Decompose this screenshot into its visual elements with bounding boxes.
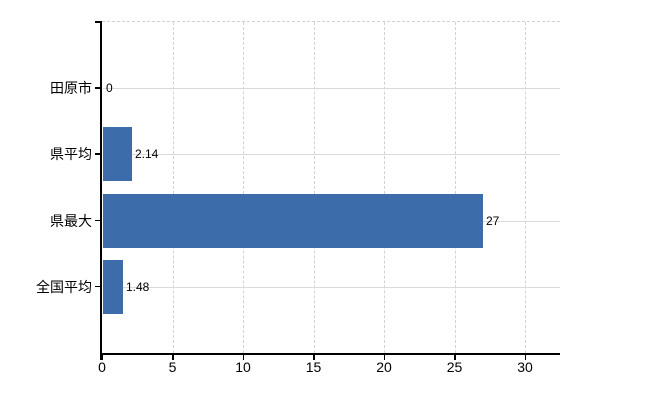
y-gridline bbox=[103, 286, 560, 288]
x-axis-tick bbox=[101, 355, 103, 360]
bar-value-label: 27 bbox=[486, 213, 500, 228]
bar-value-label: 2.14 bbox=[135, 147, 159, 162]
category-label: 全国平均 bbox=[36, 278, 92, 295]
x-axis-tick bbox=[383, 355, 385, 360]
x-gridline bbox=[454, 22, 456, 353]
x-tick-label: 25 bbox=[446, 359, 463, 375]
x-axis-tick bbox=[313, 355, 315, 360]
y-axis-tick bbox=[95, 153, 101, 155]
bar-value-label: 0 bbox=[106, 81, 113, 96]
bar bbox=[103, 127, 132, 182]
x-axis-line bbox=[100, 353, 560, 355]
plot-top-border bbox=[102, 21, 560, 22]
x-gridline bbox=[313, 22, 315, 353]
category-label: 県最大 bbox=[50, 212, 92, 229]
x-tick-label: 15 bbox=[305, 359, 322, 375]
x-tick-label: 5 bbox=[168, 359, 177, 375]
x-tick-label: 0 bbox=[98, 359, 106, 375]
category-label: 田原市 bbox=[50, 80, 92, 97]
x-gridline bbox=[172, 22, 174, 353]
x-gridline bbox=[243, 22, 244, 353]
y-gridline bbox=[103, 154, 560, 156]
bar bbox=[103, 259, 123, 314]
y-axis-tick bbox=[95, 219, 101, 222]
y-axis-top-tick bbox=[95, 21, 101, 23]
x-tick-label: 30 bbox=[517, 359, 533, 375]
y-gridline bbox=[103, 88, 560, 90]
y-axis-tick bbox=[95, 285, 101, 288]
y-axis-line bbox=[100, 21, 102, 360]
y-axis-tick bbox=[95, 87, 101, 89]
x-gridline bbox=[384, 22, 385, 353]
x-axis-tick bbox=[454, 355, 456, 360]
bar-value-label: 1.48 bbox=[126, 279, 150, 294]
x-axis-tick bbox=[242, 355, 244, 360]
x-tick-label: 20 bbox=[376, 359, 392, 375]
bar bbox=[103, 193, 483, 248]
x-axis-tick bbox=[172, 355, 174, 360]
x-tick-label: 10 bbox=[235, 359, 251, 375]
x-axis-tick bbox=[524, 355, 526, 360]
category-label: 県平均 bbox=[50, 146, 92, 163]
x-gridline bbox=[525, 22, 526, 353]
